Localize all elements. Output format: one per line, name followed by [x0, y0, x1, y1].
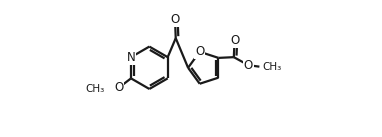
Text: O: O	[244, 59, 253, 72]
Text: CH₃: CH₃	[262, 62, 281, 72]
Text: N: N	[126, 51, 135, 64]
Text: O: O	[195, 45, 204, 58]
Text: O: O	[230, 34, 239, 47]
Text: CH₃: CH₃	[86, 84, 105, 94]
Text: O: O	[170, 13, 180, 26]
Text: O: O	[114, 81, 123, 94]
